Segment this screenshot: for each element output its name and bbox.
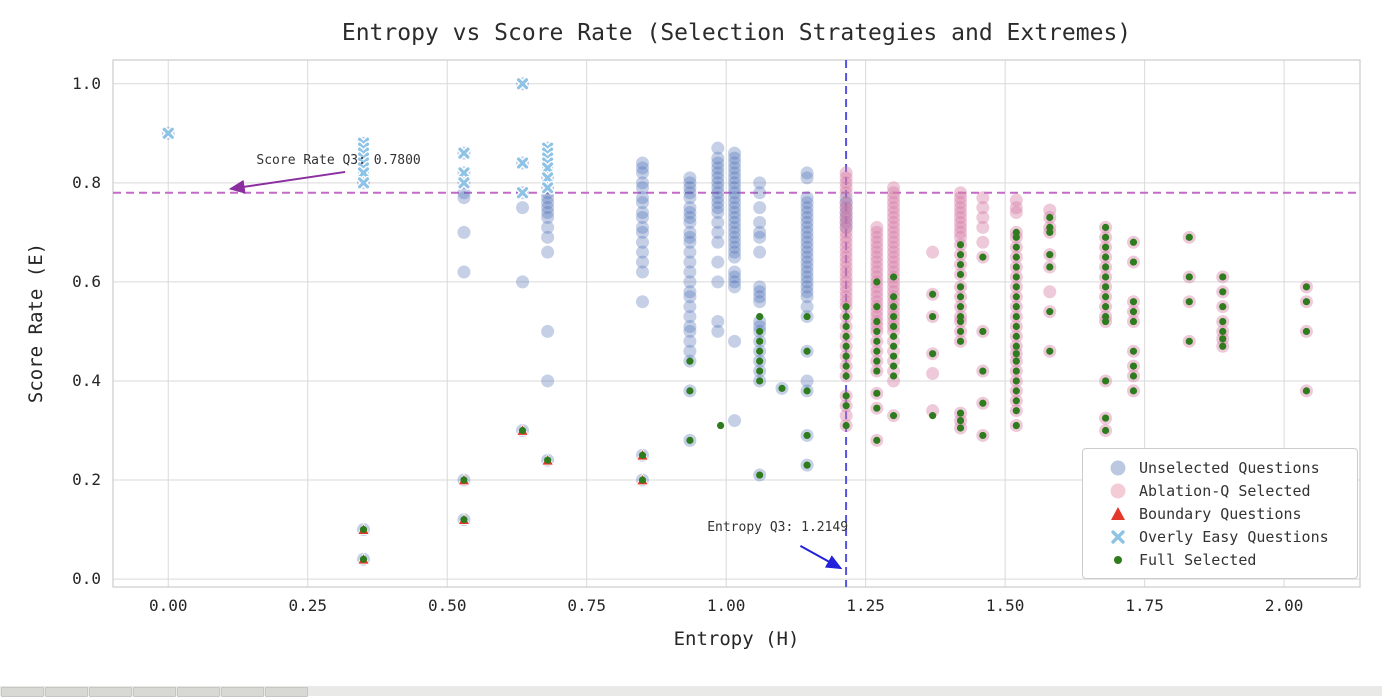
x-axis-label: Entropy (H) — [673, 628, 800, 650]
legend-label: Unselected Questions — [1139, 458, 1320, 477]
y-tick-label: 0.2 — [72, 470, 101, 489]
svg-text:Score Rate Q3: 0.7800: Score Rate Q3: 0.7800 — [256, 153, 420, 168]
bottom-scrollbar[interactable] — [0, 686, 1382, 697]
series-unselected-questions — [161, 77, 853, 566]
series-ablation-q-selected — [839, 166, 1313, 447]
x-tick-label: 1.75 — [1125, 596, 1164, 615]
legend-item-ablation-q-selected: Ablation-Q Selected — [1097, 479, 1357, 502]
legend-item-full-selected: Full Selected — [1097, 548, 1357, 571]
boundary-questions-marker-icon — [1097, 504, 1139, 524]
series-boundary-questions — [357, 423, 649, 565]
annotation-score-rate-q3: Score Rate Q3: 0.7800 — [228, 153, 421, 194]
x-tick-label: 1.25 — [846, 596, 885, 615]
tick-labels: 0.00 0.25 0.50 0.75 1.00 1.25 1.50 1.75 2.00 0.0 0… — [72, 74, 1303, 615]
legend-label: Full Selected — [1139, 550, 1257, 569]
unselected-questions-marker-icon — [1097, 458, 1139, 478]
y-tick-label: 0.8 — [72, 173, 101, 192]
x-tick-label: 1.50 — [986, 596, 1025, 615]
legend-item-overly-easy-questions: Overly Easy Questions — [1097, 525, 1357, 548]
legend-item-unselected-questions: Unselected Questions — [1097, 456, 1357, 479]
y-tick-label: 0.4 — [72, 371, 101, 390]
overly-easy-questions-marker-icon — [1097, 527, 1139, 547]
x-tick-label: 2.00 — [1265, 596, 1304, 615]
y-tick-label: 0.6 — [72, 272, 101, 291]
legend: Unselected Questions Ablation-Q Selected B… — [1082, 448, 1358, 579]
x-tick-label: 0.00 — [149, 596, 188, 615]
series-full-selected — [359, 213, 1311, 563]
series-overly-easy-questions — [161, 76, 555, 200]
y-tick-label: 1.0 — [72, 74, 101, 93]
legend-item-boundary-questions: Boundary Questions — [1097, 502, 1357, 525]
legend-label: Boundary Questions — [1139, 504, 1302, 523]
plot-border — [112, 59, 1361, 588]
x-tick-label: 1.00 — [707, 596, 746, 615]
chart-title: Entropy vs Score Rate (Selection Strateg… — [341, 20, 1132, 46]
legend-label: Overly Easy Questions — [1139, 527, 1329, 546]
x-tick-label: 0.75 — [567, 596, 606, 615]
y-tick-label: 0.0 — [72, 569, 101, 588]
legend-label: Ablation-Q Selected — [1139, 481, 1311, 500]
svg-text:Entropy Q3: 1.2149: Entropy Q3: 1.2149 — [707, 520, 848, 535]
full-selected-marker-icon — [1097, 550, 1139, 570]
annotation-entropy-q3: Entropy Q3: 1.2149 — [707, 520, 848, 570]
x-tick-label: 0.50 — [428, 596, 467, 615]
x-tick-label: 0.25 — [288, 596, 327, 615]
ablation-q-selected-marker-icon — [1097, 481, 1139, 501]
